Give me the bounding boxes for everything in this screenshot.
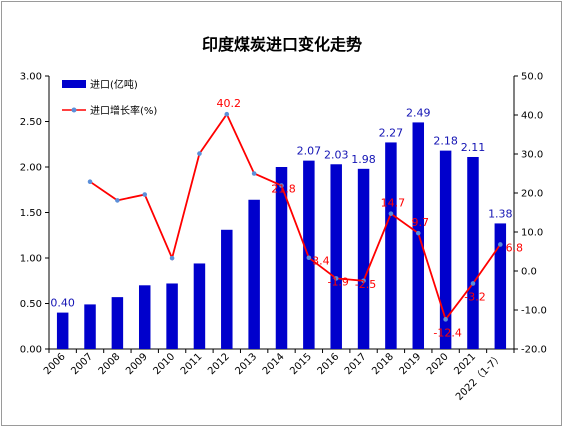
bar <box>56 312 69 349</box>
x-axis-tick-label: 2008 <box>97 351 123 377</box>
legend-line-marker <box>71 107 77 113</box>
right-axis-tick-label: 10.0 <box>521 228 543 239</box>
line-point <box>87 179 93 184</box>
growth-line <box>89 112 502 322</box>
legend-line-label: 进口增长率(%) <box>90 104 157 117</box>
x-axis-tick-label: 2017 <box>343 351 369 377</box>
right-axis-tick-label: -20.0 <box>521 345 547 356</box>
line-data-label: 21.8 <box>271 183 296 196</box>
x-axis-tick-label: 2021 <box>452 351 478 377</box>
right-axis-tick-label: 0.0 <box>521 267 537 278</box>
bar <box>138 285 151 349</box>
bar <box>248 199 260 349</box>
bar <box>193 263 206 349</box>
bars <box>56 122 507 349</box>
line-data-label: -2.5 <box>355 278 376 291</box>
bar <box>357 168 370 349</box>
legend: 进口(亿吨) 进口增长率(%) <box>62 78 157 117</box>
line-data-label: 9.7 <box>412 216 430 229</box>
x-axis-tick-label: 2016 <box>316 351 342 377</box>
x-axis-tick-label: 2019 <box>398 351 424 377</box>
left-axis-tick-label: 1.00 <box>20 254 42 265</box>
bar-data-label: 2.18 <box>433 135 458 148</box>
line-data-label: 6.8 <box>506 241 524 254</box>
left-axis-tick-label: 2.50 <box>20 117 42 128</box>
right-axis-tick-label: 20.0 <box>521 189 543 200</box>
line-point <box>279 183 284 188</box>
line-point <box>169 255 175 261</box>
bar-data-label: 1.38 <box>488 207 513 220</box>
line-data-label: 3.4 <box>312 255 330 268</box>
line-point <box>224 111 230 117</box>
x-axis-tick-label: 2007 <box>69 351 95 377</box>
bar-data-label: 1.98 <box>351 153 376 166</box>
line-data-label: 40.2 <box>217 97 242 110</box>
line-point <box>306 255 312 261</box>
x-axis-tick-label: 2011 <box>179 351 205 377</box>
line-point <box>498 242 503 247</box>
chart-title: 印度煤炭进口变化走势 <box>202 35 362 54</box>
line-data-label: -3.2 <box>464 290 485 303</box>
x-axis-tick-label: 2012 <box>206 351 232 377</box>
x-axis-tick-label: 2022（1-7） <box>453 351 505 403</box>
right-axis-tick-label: 40.0 <box>521 111 543 122</box>
line-data-label: -1.9 <box>327 275 348 288</box>
bar <box>275 167 288 349</box>
bar <box>111 297 124 349</box>
legend-bar-swatch <box>62 80 86 88</box>
bar <box>303 160 315 349</box>
left-axis-tick-label: 0.00 <box>20 345 42 356</box>
line-point <box>197 151 202 156</box>
left-axis-tick-label: 2.00 <box>20 163 42 174</box>
bar <box>385 142 397 349</box>
x-axis-tick-label: 2018 <box>370 351 396 377</box>
x-axis-tick-label: 2015 <box>288 351 314 377</box>
bar-data-label: 2.07 <box>297 145 322 158</box>
line-point <box>388 211 394 216</box>
legend-bar-label: 进口(亿吨) <box>90 78 138 91</box>
bar <box>467 156 479 349</box>
x-axis-tick-label: 2010 <box>151 351 177 377</box>
line-point <box>415 230 421 236</box>
x-axis-tick-label: 2014 <box>261 351 287 377</box>
line-series <box>87 111 503 322</box>
bar <box>84 304 96 349</box>
left-axis-tick-label: 3.00 <box>20 72 42 83</box>
left-axis-tick-label: 1.50 <box>20 208 42 219</box>
line-point <box>251 171 257 176</box>
line-point <box>142 192 148 197</box>
bar <box>221 229 233 349</box>
right-axis-tick-label: 30.0 <box>521 150 543 161</box>
line-point <box>361 278 366 284</box>
bar-data-label: 2.03 <box>324 148 349 161</box>
bar-data-label: 2.11 <box>461 141 486 154</box>
x-axis-tick-label: 2020 <box>425 351 451 377</box>
x-axis-tick-label: 2009 <box>124 351 150 377</box>
bar <box>439 150 452 349</box>
line-data-label: -12.4 <box>433 326 461 339</box>
line-point <box>333 276 339 281</box>
line-point <box>443 317 448 322</box>
x-axis-tick-label: 2013 <box>233 351 259 377</box>
bar-data-label: 0.40 <box>50 297 75 310</box>
right-axis-tick-label: -10.0 <box>521 306 547 317</box>
bar <box>330 164 342 349</box>
left-axis-tick-label: 0.50 <box>20 299 42 310</box>
data-labels: 0.40 2.07 2.03 1.98 2.272.49 2.18 2.11 1.38 40.2… <box>50 97 523 339</box>
bar <box>494 223 507 349</box>
bar-data-label: 2.27 <box>379 126 404 139</box>
line-data-label: 14.7 <box>381 197 406 210</box>
x-axis-tick-label: 2006 <box>42 351 68 377</box>
right-axis-tick-label: 50.0 <box>521 72 543 83</box>
bar-data-label: 2.49 <box>406 106 431 119</box>
line-point <box>470 281 476 286</box>
bar <box>166 283 178 349</box>
line-point <box>115 198 120 203</box>
